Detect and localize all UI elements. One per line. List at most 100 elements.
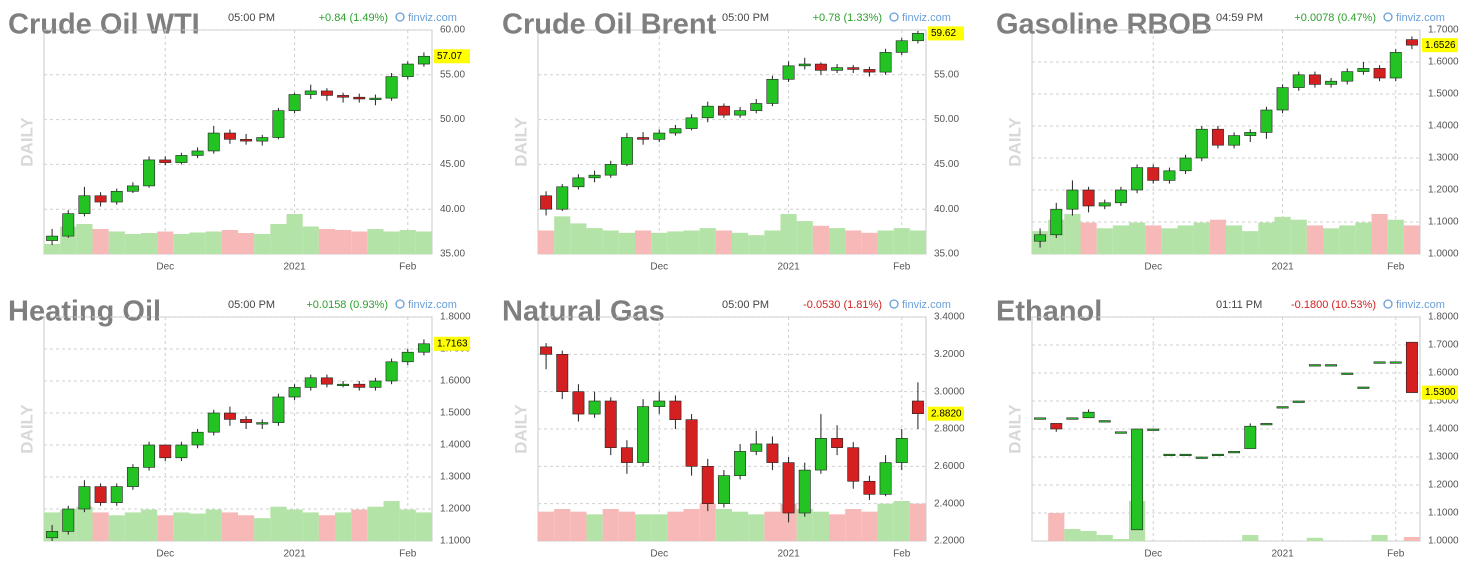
- candle-body: [604, 164, 617, 176]
- x-tick-label: Feb: [1387, 262, 1405, 273]
- chart-panel: Gasoline RBOB 04:59 PM +0.0078 (0.47%) finv…: [996, 9, 1459, 273]
- candle-body: [895, 438, 908, 463]
- y-tick-label: 3.0000: [934, 386, 965, 397]
- volume-bar: [173, 234, 190, 254]
- volume-bar: [205, 509, 222, 541]
- volume-bar: [415, 512, 432, 541]
- volume-bar: [399, 509, 416, 541]
- volume-bar: [302, 226, 319, 254]
- volume-bar: [157, 231, 174, 254]
- volume-bar: [635, 230, 652, 254]
- candle-body: [191, 431, 204, 446]
- candle-body: [1098, 420, 1111, 423]
- candle-body: [1147, 428, 1160, 431]
- x-tick-label: Feb: [399, 262, 417, 273]
- y-tick-label: 55.00: [934, 69, 959, 80]
- candle-body: [750, 103, 763, 111]
- volume-bar: [909, 230, 926, 254]
- candle-body: [588, 400, 601, 415]
- candle-body: [831, 438, 844, 448]
- volume-bar: [335, 512, 352, 541]
- chart-panel: Ethanol 01:11 PM -0.1800 (10.53%) finviz.co…: [996, 296, 1459, 560]
- y-tick-label: 40.00: [934, 204, 959, 215]
- candle-body: [1211, 453, 1224, 457]
- last-price-box: [434, 49, 470, 64]
- y-tick-label: 45.00: [934, 159, 959, 170]
- candle-body: [126, 185, 139, 192]
- candle-body: [1179, 453, 1192, 457]
- candle-body: [831, 67, 844, 71]
- candle-body: [304, 377, 317, 388]
- y-tick-label: 1.2000: [1428, 480, 1459, 491]
- volume-bar: [554, 216, 571, 254]
- y-tick-label: 2.8000: [934, 424, 965, 435]
- candle-body: [1308, 74, 1321, 85]
- candle-body: [717, 105, 730, 116]
- volume-bar: [318, 229, 335, 254]
- candle-body: [556, 354, 569, 392]
- y-tick-label: 1.7000: [1428, 25, 1459, 36]
- volume-bar: [909, 503, 926, 541]
- chart-panel: Crude Oil WTI 05:00 PM +0.84 (1.49%) finviz…: [8, 9, 470, 273]
- time: 05:00 PM: [228, 299, 275, 311]
- candle-body: [734, 451, 747, 476]
- volume-bar: [270, 506, 287, 541]
- candle-body: [94, 486, 107, 503]
- x-tick-label: Feb: [399, 549, 417, 560]
- volume-bar: [367, 506, 384, 541]
- chart-title: Crude Oil Brent: [502, 9, 717, 41]
- y-tick-label: 35.00: [440, 249, 465, 260]
- source-icon: [889, 299, 899, 309]
- volume-bar: [335, 230, 352, 254]
- volume-bar: [254, 518, 271, 541]
- candle-body: [1341, 372, 1354, 375]
- volume-bar: [1274, 216, 1291, 254]
- volume-bar: [877, 230, 894, 254]
- volume-bar: [221, 512, 238, 541]
- candle-body: [701, 105, 714, 119]
- candle-body: [620, 447, 633, 463]
- volume-bar: [586, 228, 603, 254]
- y-tick-label: 3.2000: [934, 349, 965, 360]
- volume-bar: [367, 229, 384, 254]
- volume-bar: [383, 501, 400, 541]
- x-tick-label: 2021: [283, 549, 306, 560]
- candle-body: [401, 63, 414, 77]
- candle-body: [766, 78, 779, 104]
- candle-body: [159, 444, 172, 459]
- volume-bar: [141, 509, 158, 541]
- y-tick-label: 1.4000: [1428, 121, 1459, 132]
- candle-body: [240, 419, 253, 423]
- y-tick-label: 1.8000: [1428, 312, 1459, 323]
- candle-body: [1389, 361, 1402, 364]
- volume-bar: [861, 232, 878, 254]
- volume-bar: [254, 234, 271, 254]
- last-price-box: [434, 336, 470, 351]
- y-tick-label: 1.7000: [1428, 340, 1459, 351]
- volume-bar: [1306, 225, 1323, 254]
- candle-body: [337, 383, 350, 387]
- candle-body: [1034, 234, 1047, 242]
- y-tick-label: 55.00: [440, 69, 465, 80]
- candle-body: [385, 361, 398, 382]
- candle-body: [1066, 189, 1079, 210]
- last-price-box: [928, 406, 964, 421]
- chart-title: Crude Oil WTI: [8, 9, 200, 41]
- volume-bar: [1064, 214, 1081, 254]
- time: 05:00 PM: [722, 12, 769, 24]
- candle-body: [1373, 68, 1386, 79]
- volume-bar: [1403, 225, 1420, 254]
- candle-body: [879, 52, 892, 73]
- volume-bar: [1177, 225, 1194, 254]
- candle-body: [669, 400, 682, 420]
- candle-body: [750, 443, 763, 452]
- volume-bar: [780, 214, 797, 254]
- side-label: DAILY: [511, 404, 530, 454]
- y-tick-label: 3.4000: [934, 312, 965, 323]
- side-label: DAILY: [17, 117, 36, 167]
- volume-bar: [44, 244, 61, 254]
- side-label: DAILY: [511, 117, 530, 167]
- side-label: DAILY: [17, 404, 36, 454]
- candle-body: [1292, 74, 1305, 88]
- volume-bar: [861, 511, 878, 541]
